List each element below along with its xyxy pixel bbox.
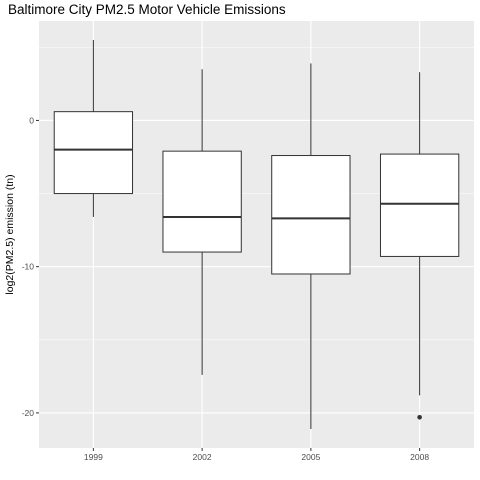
y-axis-ticks: 0 -10 -20 xyxy=(22,115,39,417)
iqr-box xyxy=(163,151,241,252)
iqr-box xyxy=(54,112,132,194)
x-tick-label: 2005 xyxy=(301,452,320,462)
x-axis-ticks: 1999 2002 2005 2008 xyxy=(84,448,429,462)
x-tick-label: 1999 xyxy=(84,452,103,462)
y-tick-label: -10 xyxy=(22,262,35,272)
chart-title: Baltimore City PM2.5 Motor Vehicle Emiss… xyxy=(8,2,286,17)
iqr-box xyxy=(380,154,458,256)
x-tick-label: 2002 xyxy=(193,452,212,462)
outlier-point xyxy=(417,415,422,420)
x-tick-label: 2008 xyxy=(410,452,429,462)
iqr-box xyxy=(272,156,350,274)
y-axis-label: log2(PM2.5) emission (tn) xyxy=(4,174,16,294)
y-tick-label: 0 xyxy=(29,115,34,125)
y-tick-label: -20 xyxy=(22,408,35,418)
